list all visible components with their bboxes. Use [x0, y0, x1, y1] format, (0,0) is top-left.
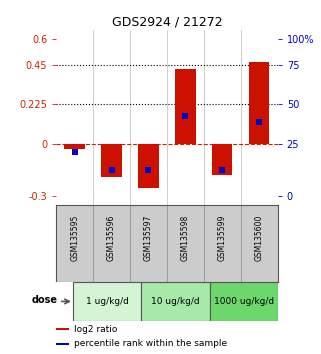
- Text: 1 ug/kg/d: 1 ug/kg/d: [86, 297, 129, 306]
- Text: GSM135595: GSM135595: [70, 215, 79, 261]
- Text: GSM135600: GSM135600: [255, 215, 264, 261]
- Text: dose: dose: [32, 295, 58, 304]
- Bar: [249, 62, 269, 144]
- Bar: [73, 282, 141, 321]
- Bar: [138, 144, 159, 188]
- Text: 10 ug/kg/d: 10 ug/kg/d: [151, 297, 200, 306]
- Text: GSM135596: GSM135596: [107, 215, 116, 261]
- Bar: [101, 144, 122, 177]
- Text: log2 ratio: log2 ratio: [74, 325, 117, 333]
- Text: GSM135598: GSM135598: [181, 215, 190, 261]
- Text: percentile rank within the sample: percentile rank within the sample: [74, 339, 227, 348]
- Bar: [65, 144, 85, 149]
- Title: GDS2924 / 21272: GDS2924 / 21272: [112, 16, 222, 29]
- Text: GSM135599: GSM135599: [218, 215, 227, 261]
- Text: 1000 ug/kg/d: 1000 ug/kg/d: [213, 297, 273, 306]
- Bar: [56, 328, 69, 330]
- Bar: [175, 69, 195, 144]
- Text: GSM135597: GSM135597: [144, 215, 153, 261]
- Bar: [212, 144, 232, 175]
- Bar: [56, 343, 69, 345]
- Bar: [141, 282, 210, 321]
- Bar: [210, 282, 278, 321]
